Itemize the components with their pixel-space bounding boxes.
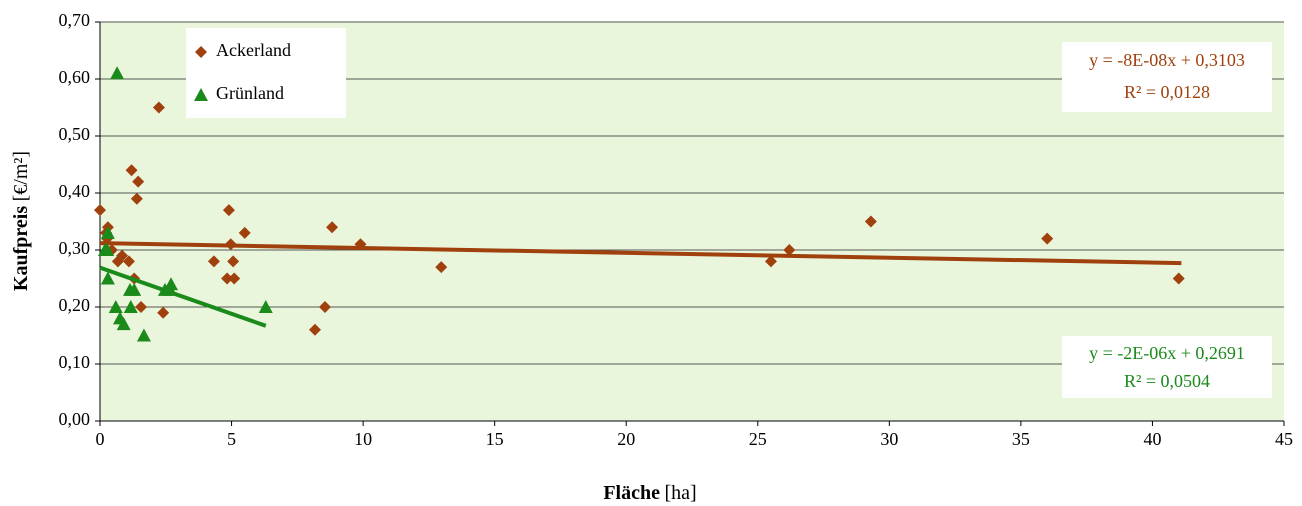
y-tick-label: 0,50: [59, 124, 91, 144]
diamond-point: [783, 244, 796, 256]
y-axis-title: Kaufpreis [€/m²]: [10, 151, 32, 291]
diamond-point: [94, 204, 106, 217]
diamond-point: [318, 301, 331, 313]
y-tick-label: 0,30: [59, 238, 91, 258]
trend-r2: R² = 0,0504: [1124, 371, 1210, 391]
diamond-point: [435, 261, 448, 274]
triangle-point: [100, 225, 115, 239]
y-tick-label: 0,00: [59, 409, 91, 429]
diamond-point: [122, 255, 135, 268]
equation-box: [1062, 42, 1272, 112]
x-tick-label: 15: [486, 429, 504, 449]
x-tick-label: 10: [354, 429, 372, 449]
triangle-point: [127, 282, 142, 296]
diamond-point: [308, 323, 321, 336]
diamond-point: [1041, 232, 1054, 245]
diamond-point: [354, 238, 367, 251]
y-tick-label: 0,70: [59, 10, 91, 30]
y-unit: [€/m²]: [10, 151, 32, 201]
y-tick-label: 0,20: [59, 295, 91, 315]
x-tick-label: 45: [1275, 429, 1293, 449]
x-tick-label: 0: [96, 429, 105, 449]
x-tick-label: 35: [1012, 429, 1030, 449]
diamond-point: [864, 215, 877, 228]
x-tick-label: 30: [880, 429, 898, 449]
x-unit: [ha]: [664, 482, 696, 504]
diamond-point: [125, 164, 138, 177]
trendline: [99, 265, 267, 328]
diamond-point: [238, 226, 251, 239]
y-tick-label: 0,10: [59, 352, 91, 372]
trendline: [99, 241, 1182, 266]
triangle-point: [123, 300, 138, 313]
triangle-point: [116, 317, 131, 331]
diamond-point: [222, 204, 235, 217]
diamond-point: [116, 249, 129, 262]
x-label: Fläche: [603, 482, 660, 504]
diamond-point: [157, 306, 170, 319]
diamond-point: [135, 301, 148, 313]
triangle-point: [194, 88, 208, 101]
diamond-point: [326, 221, 339, 234]
triangle-point: [164, 277, 179, 291]
x-tick-label: 5: [227, 429, 236, 449]
x-tick-label: 20: [617, 429, 635, 449]
triangle-point: [97, 243, 112, 256]
diamond-point: [1172, 272, 1185, 285]
diamond-point: [130, 192, 143, 205]
triangle-point: [110, 66, 125, 80]
y-tick-label: 0,60: [59, 67, 91, 87]
diamond-point: [152, 101, 165, 114]
trend-r2: R² = 0,0128: [1124, 82, 1210, 102]
legend-label: Grünland: [216, 83, 284, 103]
x-tick-label: 40: [1143, 429, 1161, 449]
diamond-point: [207, 255, 220, 268]
legend-box: [186, 28, 346, 118]
diamond-point: [764, 255, 777, 268]
y-label: Kaufpreis: [10, 206, 32, 291]
triangle-point: [258, 300, 273, 313]
diamond-point: [228, 272, 241, 285]
diamond-point: [221, 272, 234, 285]
diamond-point: [227, 255, 240, 268]
x-axis-title: Fläche [ha]: [603, 482, 696, 504]
equation-box: [1062, 336, 1272, 398]
x-tick-label: 25: [749, 429, 767, 449]
trend-equation: y = -8E-08x + 0,3103: [1089, 50, 1245, 70]
triangle-point: [108, 300, 123, 313]
trend-equation: y = -2E-06x + 0,2691: [1089, 343, 1245, 363]
legend-label: Ackerland: [216, 40, 291, 60]
diamond-point: [132, 175, 145, 188]
triangle-point: [100, 271, 115, 285]
diamond-point: [224, 238, 237, 251]
diamond-point: [195, 46, 207, 58]
y-tick-label: 0,40: [59, 181, 91, 201]
triangle-point: [136, 328, 151, 342]
